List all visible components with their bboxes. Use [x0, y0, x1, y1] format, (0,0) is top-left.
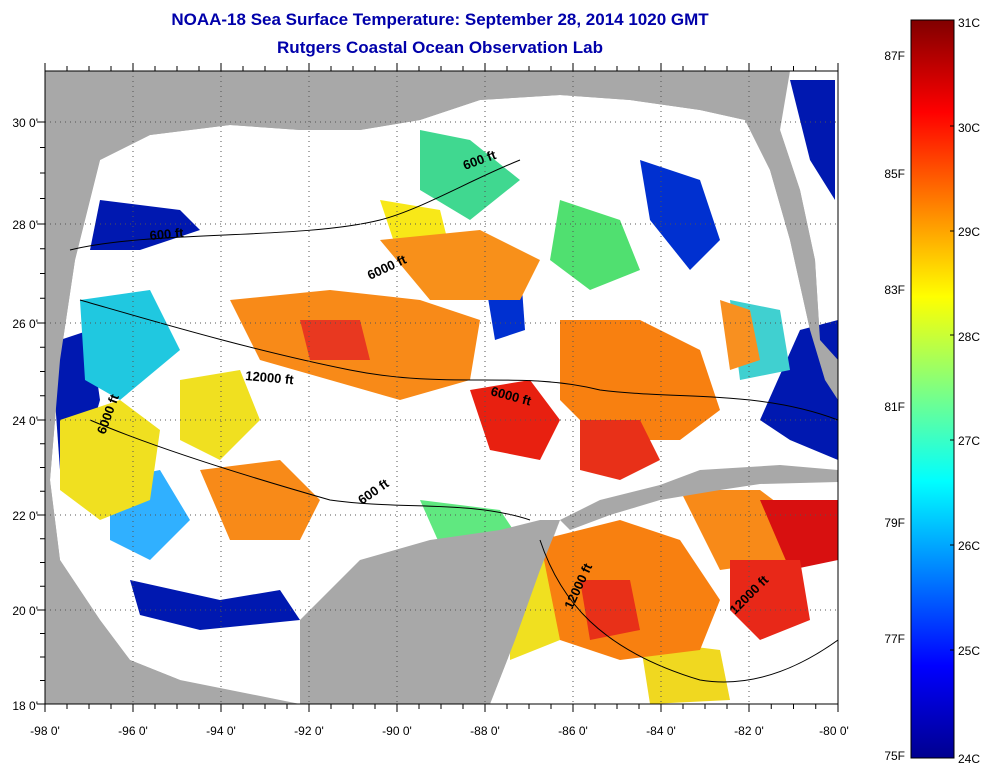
celsius-label: 28C [958, 330, 980, 344]
lon-label: -94 0' [206, 724, 236, 738]
lat-label: 30 0' [12, 116, 38, 130]
lat-label: 22 0' [12, 509, 38, 523]
yucatan-peninsula [300, 520, 560, 704]
colorbar-gradient [910, 19, 955, 759]
lon-label: -98 0' [30, 724, 60, 738]
fahrenheit-label: 79F [884, 516, 905, 530]
sst-patches [55, 80, 838, 704]
lon-label: -88 0' [470, 724, 500, 738]
depth-contours [69, 159, 838, 683]
latitude-labels: 30 0' 28 0' 26 0' 24 0' 22 0' 20 0' 18 0… [12, 116, 38, 713]
longitude-labels: -98 0' -96 0' -94 0' -92 0' -90 0' -88 0… [30, 724, 849, 738]
lon-label: -96 0' [118, 724, 148, 738]
celsius-label: 30C [958, 121, 980, 135]
cuba-island [560, 470, 838, 530]
lat-label: 28 0' [12, 218, 38, 232]
celsius-label: 31C [958, 16, 980, 30]
lat-label: 18 0' [12, 699, 38, 713]
mexico-coast [45, 71, 745, 704]
lat-label: 26 0' [12, 317, 38, 331]
chart-subtitle: Rutgers Coastal Ocean Observation Lab [277, 38, 603, 57]
celsius-label: 27C [958, 434, 980, 448]
lon-label: -92 0' [294, 724, 324, 738]
lat-label: 20 0' [12, 604, 38, 618]
colorbar: 31C 30C 29C 28C 27C 26C 25C 24C 87F 85F … [884, 16, 980, 766]
contour-label: 600 ft [149, 225, 185, 243]
fahrenheit-label: 81F [884, 400, 905, 414]
lon-label: -82 0' [734, 724, 764, 738]
fahrenheit-label: 75F [884, 749, 905, 763]
lon-label: -86 0' [558, 724, 588, 738]
lon-label: -90 0' [382, 724, 412, 738]
contour-label: 12000 ft [245, 368, 295, 387]
fahrenheit-label: 87F [884, 49, 905, 63]
fahrenheit-label: 85F [884, 167, 905, 181]
gulf-water [50, 95, 838, 704]
fahrenheit-label: 77F [884, 632, 905, 646]
celsius-label: 29C [958, 225, 980, 239]
lon-label: -80 0' [819, 724, 849, 738]
lon-label: -84 0' [646, 724, 676, 738]
axis-ticks [37, 63, 839, 712]
chart-title: NOAA-18 Sea Surface Temperature: Septemb… [171, 10, 709, 29]
florida-peninsula [745, 71, 838, 400]
celsius-label: 25C [958, 644, 980, 658]
lat-label: 24 0' [12, 414, 38, 428]
celsius-label: 24C [958, 752, 980, 766]
celsius-label: 26C [958, 539, 980, 553]
grid-lines [45, 71, 838, 704]
fahrenheit-label: 83F [884, 283, 905, 297]
